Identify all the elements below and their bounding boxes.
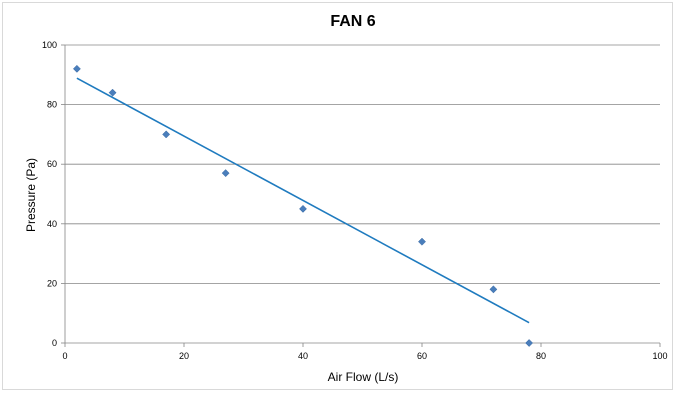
trendline-group — [76, 77, 530, 324]
data-point-4 — [299, 204, 307, 213]
x-tick-label-0: 0 — [62, 351, 67, 361]
y-tick-label-80: 80 — [47, 100, 57, 110]
x-axis-label: Air Flow (L/s) — [328, 370, 399, 384]
y-tick-label-0: 0 — [52, 338, 57, 348]
gridlines — [65, 44, 660, 284]
x-tick-labels: 0 20 40 60 80 100 — [62, 351, 667, 361]
data-point-1 — [108, 88, 117, 97]
x-tick-label-80: 80 — [536, 351, 546, 361]
y-axis-label: Pressure (Pa) — [24, 158, 38, 232]
y-tick-label-40: 40 — [47, 219, 57, 229]
axes — [61, 44, 661, 347]
data-point-7 — [525, 339, 534, 347]
data-points — [72, 64, 534, 347]
data-point-2 — [162, 130, 171, 139]
x-tick-label-40: 40 — [298, 351, 308, 361]
data-point-3 — [221, 169, 230, 178]
chart-frame — [2, 2, 673, 390]
y-tick-label-60: 60 — [47, 159, 57, 169]
chart-title: FAN 6 — [330, 13, 375, 30]
data-point-0 — [72, 64, 81, 73]
data-point-6 — [489, 285, 498, 294]
y-tick-labels: 0 20 40 60 80 100 — [42, 40, 57, 348]
x-tick-label-60: 60 — [417, 351, 427, 361]
x-tick-label-100: 100 — [652, 351, 667, 361]
y-tick-label-20: 20 — [47, 278, 57, 288]
x-tick-label-20: 20 — [179, 351, 189, 361]
data-point-5 — [418, 237, 426, 246]
linear-trendline — [76, 77, 530, 324]
y-tick-label-100: 100 — [42, 40, 57, 50]
